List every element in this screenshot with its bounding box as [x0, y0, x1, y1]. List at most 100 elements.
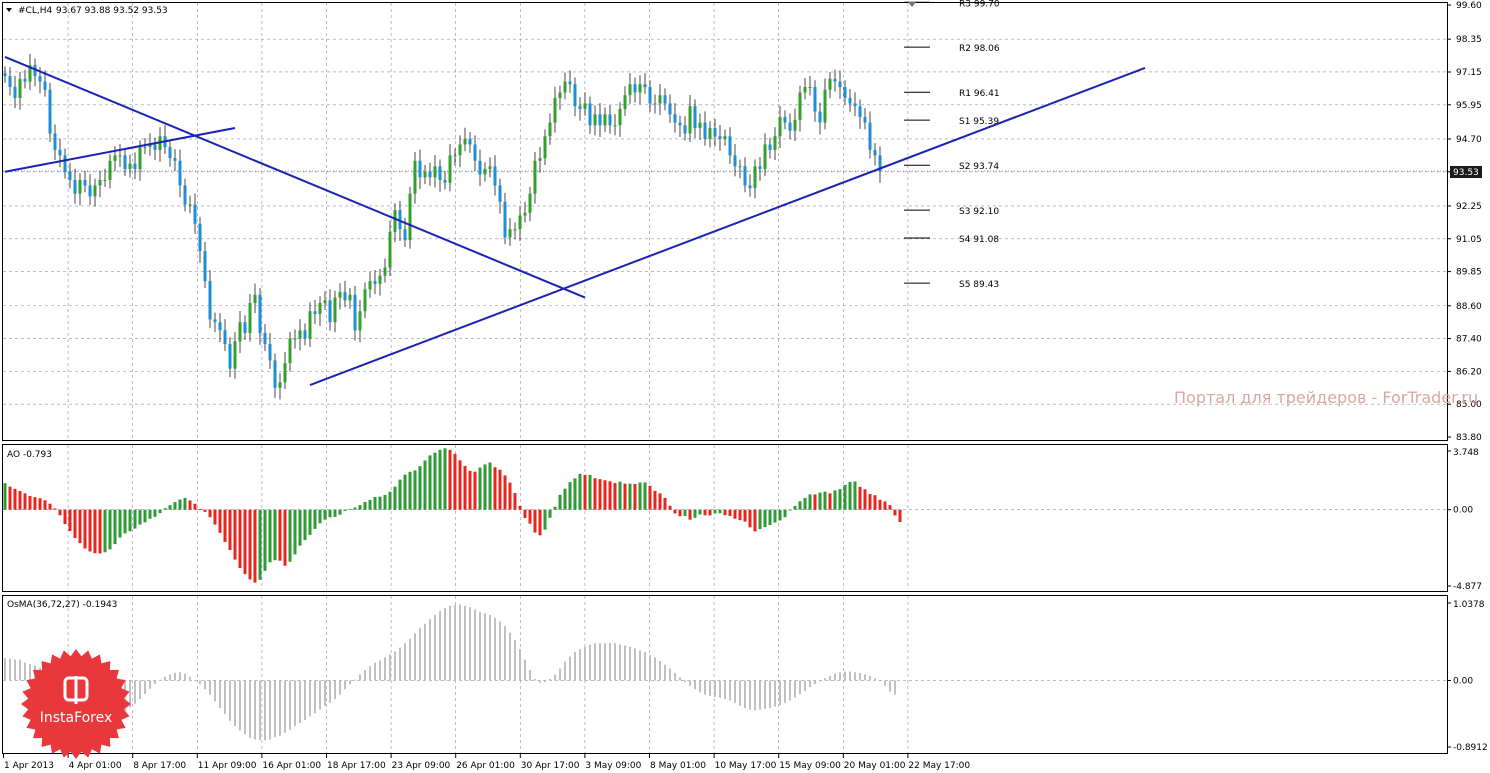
- ao-bar: [708, 509, 712, 516]
- osma-bar: [739, 680, 741, 706]
- candle-body: [443, 179, 447, 183]
- candle-body: [623, 95, 627, 109]
- candle-body: [608, 114, 612, 126]
- candle-body: [418, 160, 422, 178]
- candle-body: [553, 97, 557, 123]
- osma-bar: [434, 614, 436, 681]
- ao-bar: [123, 509, 127, 534]
- osma-bar: [894, 680, 896, 695]
- osma-bar: [314, 680, 316, 714]
- ao-bar: [383, 494, 387, 510]
- ao-bar: [823, 491, 827, 510]
- ao-bar: [718, 509, 722, 514]
- osma-bar: [859, 673, 861, 681]
- osma-bar: [309, 680, 311, 717]
- osma-bar: [239, 680, 241, 731]
- ao-bar: [208, 509, 212, 518]
- ao-bar: [478, 467, 482, 510]
- candle-body: [728, 136, 732, 156]
- ao-bar: [433, 452, 437, 510]
- osma-bar: [209, 680, 211, 695]
- time-tick-label: 20 May 01:00: [844, 761, 906, 771]
- candle-body: [363, 289, 367, 312]
- ao-bar: [528, 509, 532, 524]
- candle-body: [208, 281, 212, 320]
- ao-bar: [733, 509, 737, 519]
- ao-bar: [593, 478, 597, 510]
- trendline[interactable]: [309, 66, 1146, 386]
- ao-bar: [308, 509, 312, 535]
- candle-body: [93, 185, 97, 197]
- candle-body: [493, 166, 497, 186]
- candle-body: [663, 95, 667, 104]
- ao-bar: [103, 509, 107, 553]
- osma-bar: [729, 680, 731, 701]
- osma-bar: [849, 671, 851, 681]
- ao-bar: [468, 470, 472, 510]
- osma-bar: [24, 662, 26, 681]
- osma-bar: [139, 680, 141, 700]
- ao-bar: [738, 509, 742, 521]
- collapse-arrow-icon[interactable]: [6, 8, 12, 12]
- osma-bar: [344, 680, 346, 690]
- osma-bar: [819, 680, 821, 682]
- ao-bar: [43, 500, 47, 510]
- candle-body: [278, 382, 282, 388]
- candle-body: [488, 166, 492, 170]
- osma-bar: [424, 623, 426, 681]
- trendline[interactable]: [4, 127, 236, 173]
- ao-bar: [848, 481, 852, 510]
- candle-body: [248, 303, 252, 334]
- candle-body: [138, 147, 142, 170]
- ao-bar: [178, 499, 182, 510]
- osma-bar: [834, 673, 836, 681]
- osma-bar: [274, 680, 276, 738]
- candle-body: [878, 155, 882, 171]
- ao-title: AO -0.793: [7, 450, 52, 460]
- osma-bar: [279, 680, 281, 736]
- candle-body: [458, 144, 462, 156]
- candle-body: [388, 231, 392, 268]
- pivot-label: S5 89.43: [959, 280, 999, 290]
- ao-bar: [298, 509, 302, 546]
- candle-body: [498, 185, 502, 202]
- osma-bar: [154, 680, 156, 685]
- trendline[interactable]: [4, 56, 586, 299]
- candle-body: [328, 300, 332, 323]
- candle-body: [88, 185, 92, 197]
- candle-body: [38, 76, 42, 82]
- ao-bar: [488, 462, 492, 510]
- candle-body: [118, 155, 122, 157]
- ao-bar: [98, 509, 102, 554]
- ao-bar: [853, 481, 857, 510]
- osma-bar: [599, 643, 601, 681]
- osma-bar: [284, 680, 286, 733]
- ao-bar: [193, 503, 197, 510]
- osma-bar: [889, 680, 891, 692]
- candle-body: [818, 111, 822, 123]
- ao-bar: [278, 509, 282, 561]
- ao-bar: [833, 490, 837, 510]
- candle-body: [333, 297, 337, 323]
- candle-body: [148, 144, 152, 148]
- chart-shift-marker-icon[interactable]: [908, 2, 916, 7]
- ao-bar: [828, 493, 832, 510]
- ao-bar: [753, 509, 757, 532]
- osma-bar: [719, 680, 721, 698]
- candle-body: [193, 204, 197, 224]
- ao-bar: [363, 501, 367, 510]
- ao-bar: [183, 497, 187, 510]
- price-tick-label: 85.00: [1456, 400, 1482, 410]
- ao-bar: [553, 506, 557, 510]
- candle-body: [693, 106, 697, 129]
- candle-body: [618, 108, 622, 126]
- ao-bar: [648, 485, 652, 510]
- candle-body: [373, 281, 377, 284]
- ao-bar: [843, 484, 847, 510]
- osma-bar: [539, 680, 541, 683]
- candle-body: [838, 81, 842, 88]
- candle-body: [348, 294, 352, 301]
- osma-bar: [779, 680, 781, 706]
- candle-body: [198, 223, 202, 252]
- candle-body: [233, 341, 237, 369]
